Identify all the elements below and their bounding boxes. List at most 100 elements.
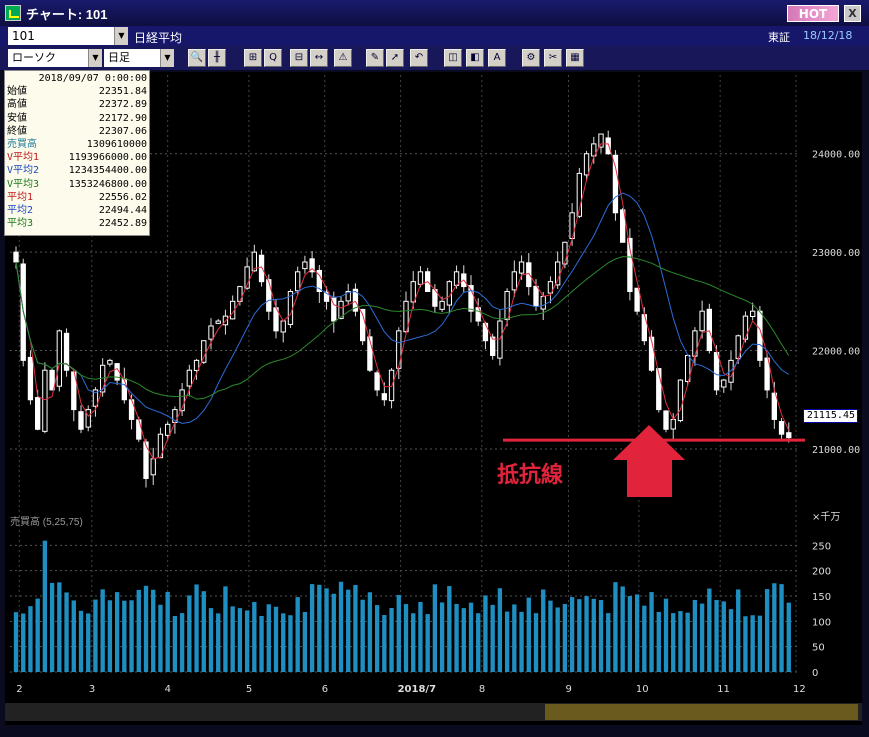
volume-bar xyxy=(93,599,98,672)
candle-body xyxy=(201,340,207,363)
chart-type-select[interactable]: ローソク ▼ xyxy=(8,49,102,67)
candle-body xyxy=(179,389,185,412)
volume-bar xyxy=(577,599,582,672)
candle-body xyxy=(157,433,164,459)
candle-body xyxy=(677,379,684,422)
volume-bar xyxy=(259,615,264,672)
candle-body xyxy=(648,336,655,371)
pen-icon[interactable]: ✎ xyxy=(366,49,384,67)
candle-body xyxy=(266,279,272,312)
volume-bar xyxy=(533,613,539,672)
grid-icon[interactable]: ⊟ xyxy=(290,49,308,67)
candle-body xyxy=(63,332,70,371)
candle-body xyxy=(598,133,604,148)
volume-bar xyxy=(476,613,481,672)
symbol-code-input[interactable]: 101 ▼ xyxy=(8,27,128,45)
volume-bar xyxy=(526,597,531,672)
candle-body xyxy=(237,286,243,302)
info-row: 平均1 22556.02 xyxy=(7,191,147,204)
volume-bar xyxy=(374,605,380,672)
candle-body xyxy=(634,287,640,312)
volume-bar xyxy=(165,591,170,672)
volume-bar xyxy=(281,613,286,672)
volume-bar xyxy=(396,595,401,672)
range-icon[interactable]: ↔ xyxy=(310,49,328,67)
zoom-icon[interactable]: 🔍 xyxy=(188,49,206,67)
candle-body xyxy=(374,372,380,391)
volume-tick-label: 0 xyxy=(812,668,818,679)
volume-bar xyxy=(627,596,633,672)
candle-body xyxy=(692,330,698,357)
volume-bar xyxy=(367,592,373,672)
search-icon[interactable]: Q xyxy=(264,49,282,67)
volume-bar xyxy=(295,597,300,672)
candle-body xyxy=(121,378,127,401)
candle-body xyxy=(367,336,373,371)
volume-bar xyxy=(42,540,48,672)
volume-bar xyxy=(13,612,19,672)
candle-body xyxy=(309,258,315,273)
wrench-icon[interactable]: ✂ xyxy=(544,49,562,67)
chevron-down-icon[interactable]: ▼ xyxy=(114,27,128,45)
x-tick-label: 11 xyxy=(717,684,730,695)
candle-body xyxy=(764,357,770,391)
candle-body xyxy=(670,418,676,430)
period-select[interactable]: 日足 ▼ xyxy=(104,49,174,67)
volume-bar xyxy=(743,616,748,672)
chevron-down-icon[interactable]: ▼ xyxy=(88,49,102,67)
price-tick-label: 22000.00 xyxy=(812,347,860,358)
volume-bar xyxy=(504,611,510,672)
volume-bar xyxy=(107,600,113,672)
volume-bar xyxy=(634,594,640,672)
volume-unit-label: ×千万 xyxy=(812,511,840,523)
hot-button[interactable]: HOT xyxy=(787,5,839,22)
info-datetime: 2018/09/07 0:00:00 xyxy=(38,73,147,84)
volume-bar xyxy=(324,588,329,672)
x-tick-label: 5 xyxy=(246,684,252,695)
bar2-icon[interactable]: ◧ xyxy=(466,49,484,67)
all-icon[interactable]: A xyxy=(488,49,506,67)
volume-bar xyxy=(519,611,524,672)
info-label: 売買高 xyxy=(7,139,37,151)
volume-bar xyxy=(772,583,777,672)
color-icon[interactable]: ▦ xyxy=(566,49,584,67)
candle-body xyxy=(165,423,171,436)
volume-bar xyxy=(432,584,438,672)
last-price-tag: 21115.45 xyxy=(803,409,858,423)
ruler-icon[interactable]: ╫ xyxy=(208,49,226,67)
volume-bar xyxy=(244,610,250,672)
cursor-icon[interactable]: ➚ xyxy=(386,49,404,67)
volume-bar xyxy=(143,585,149,672)
chevron-down-icon[interactable]: ▼ xyxy=(160,49,174,67)
candle-body xyxy=(533,285,539,307)
volume-bar xyxy=(512,604,517,672)
volume-bar xyxy=(728,609,734,672)
volume-bar xyxy=(757,615,763,672)
volume-tick-label: 200 xyxy=(812,567,831,578)
warning-icon[interactable]: ⚠ xyxy=(334,49,352,67)
volume-bar xyxy=(353,584,358,672)
info-row: 売買高 1309610000 xyxy=(7,138,147,151)
bar-icon[interactable]: ◫ xyxy=(444,49,462,67)
moving-average-line xyxy=(15,192,790,424)
volume-bar xyxy=(129,600,134,672)
date-label: 18/12/18 xyxy=(803,29,853,42)
candle-icon[interactable]: ⊞ xyxy=(244,49,262,67)
volume-bar xyxy=(642,605,647,672)
price-tick-label: 21000.00 xyxy=(812,445,860,456)
toolbar: ローソク ▼ 日足 ▼ 🔍 ╫ ⊞ Q ⊟ ↔ ⚠ ✎ ➚ ↶ ◫ ◧ A ⚙ … xyxy=(0,46,869,70)
undo-icon[interactable]: ↶ xyxy=(410,49,428,67)
volume-bar xyxy=(223,586,228,672)
volume-bar xyxy=(288,615,293,672)
candle-body xyxy=(258,254,265,283)
x-tick-label: 8 xyxy=(479,684,485,695)
candle-body xyxy=(150,458,156,476)
close-button[interactable]: X xyxy=(844,5,861,22)
candle-body xyxy=(482,322,489,342)
settings-icon[interactable]: ⚙ xyxy=(522,49,540,67)
volume-bar xyxy=(382,615,387,672)
volume-bar xyxy=(685,612,690,672)
candle-body xyxy=(331,297,337,322)
volume-bar xyxy=(613,582,618,672)
